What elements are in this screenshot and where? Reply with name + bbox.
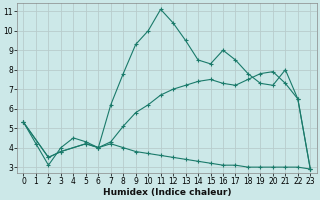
X-axis label: Humidex (Indice chaleur): Humidex (Indice chaleur) [103, 188, 231, 197]
